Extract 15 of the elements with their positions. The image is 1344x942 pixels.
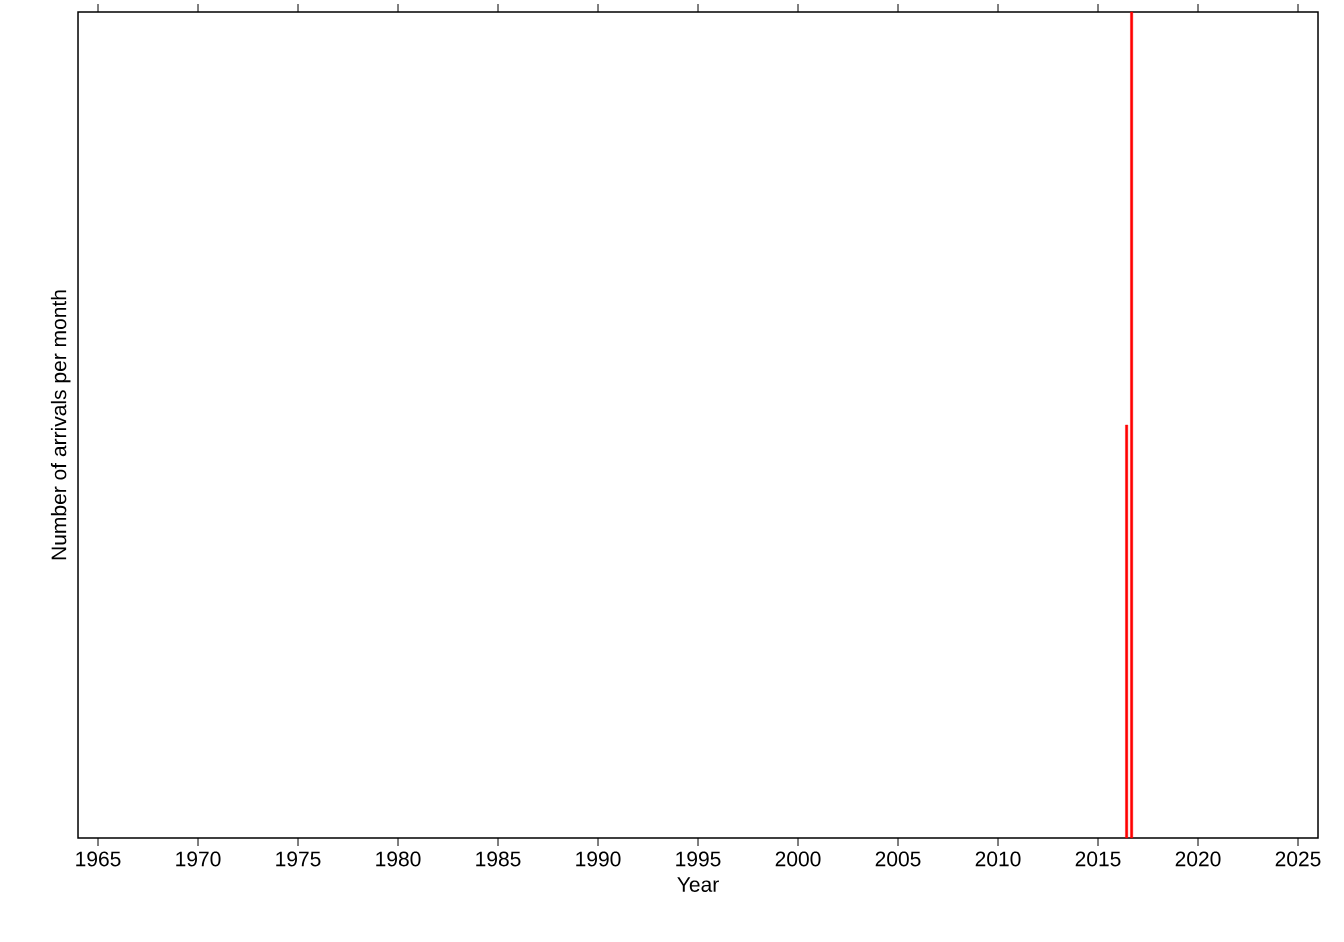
y-axis-title: Number of arrivals per month [50, 290, 71, 560]
x-tick-label: 2010 [975, 851, 1021, 867]
x-tick-label: 1995 [676, 851, 721, 867]
x-tick-label: 2005 [875, 851, 921, 867]
x-tick-label: 1980 [376, 851, 421, 867]
x-tick-label: 2015 [1075, 851, 1121, 867]
x-axis-title: Year [677, 877, 719, 892]
x-tick-label: 1990 [576, 851, 621, 867]
x-tick-label: 2000 [775, 851, 821, 867]
x-tick-label: 2025 [1275, 851, 1321, 867]
x-tick-label: 1985 [476, 851, 521, 867]
x-tick-label: 1970 [176, 851, 221, 867]
x-tick-label: 1975 [276, 851, 321, 867]
x-tick-label: 2020 [1175, 851, 1221, 867]
x-tick-label: 1965 [76, 851, 121, 867]
